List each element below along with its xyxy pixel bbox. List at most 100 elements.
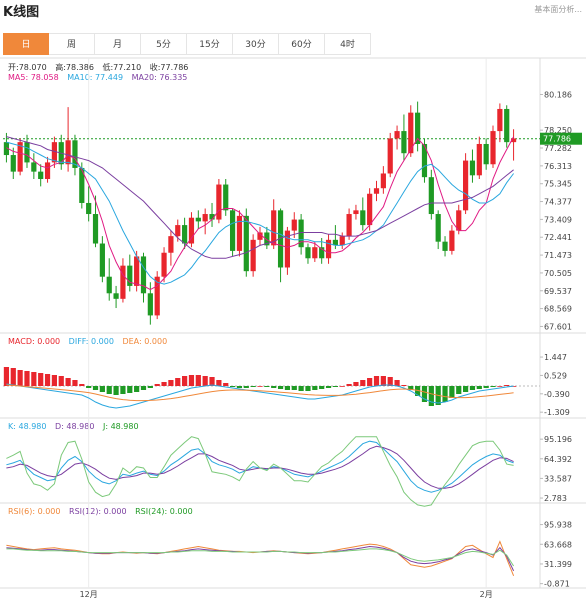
candle-body [415, 112, 421, 144]
macd-bar [209, 377, 215, 386]
macd-bar [168, 380, 174, 386]
macd-bar [44, 374, 51, 386]
candle-body [140, 256, 147, 294]
macd-bar [113, 386, 119, 395]
macd-bar [373, 376, 380, 386]
macd-bar [24, 371, 30, 386]
candle-body [154, 276, 160, 316]
candle-body [168, 236, 174, 253]
candle-body [476, 143, 482, 176]
candle-body [298, 219, 304, 248]
rsi24-line [6, 548, 515, 567]
macd-bar [504, 385, 510, 386]
open-value: 开:78.070 [8, 63, 47, 72]
macd-bar [449, 386, 455, 398]
ma20-line [6, 136, 514, 259]
macd-bar [134, 386, 140, 392]
kdj-d-line [6, 445, 514, 489]
kdj-y-tick-label: 2.783 [544, 494, 567, 503]
candle-body [380, 173, 386, 189]
rsi-y-tick-label: 95.938 [544, 521, 572, 530]
macd-bar [17, 370, 23, 386]
macd-bar [58, 376, 64, 386]
header-note[interactable]: 基本面分析... [534, 5, 582, 14]
tab-week[interactable]: 周 [49, 33, 95, 55]
ma10-value: MA10: 77.449 [67, 73, 124, 82]
macd-bar [106, 386, 112, 394]
macd-bar [360, 380, 366, 386]
macd-bar [202, 376, 208, 386]
price-y-tick-label: 74.377 [544, 198, 572, 207]
candle-body [147, 293, 153, 316]
rsi6-value: RSI(6): 0.000 [8, 507, 61, 516]
candle-body [3, 142, 10, 156]
ohlc-info: 开:78.070 高:78.386 低:77.210 收:77.786 [8, 62, 194, 73]
candle-body [277, 210, 284, 268]
macd-bar [10, 368, 16, 386]
candle-body [373, 188, 380, 194]
macd-bar [72, 380, 78, 386]
candle-body [72, 140, 78, 168]
macd-bar [243, 386, 249, 388]
kdj-j-line [6, 436, 514, 507]
macd-bar [3, 367, 10, 386]
macd-dea-line [6, 384, 514, 402]
candle-body [24, 142, 30, 163]
candle-body [175, 225, 181, 237]
macd-bar [65, 378, 71, 386]
tab-day[interactable]: 日 [3, 33, 49, 55]
x-tick-label: 2月 [480, 590, 493, 599]
macd-y-tick-label: -1.309 [544, 408, 570, 417]
candle-body [463, 160, 469, 211]
tab-15min[interactable]: 15分 [187, 33, 233, 55]
macd-bar [298, 386, 304, 391]
candle-body [99, 243, 105, 277]
candle-body [291, 219, 297, 231]
candle-body [17, 142, 23, 172]
period-tabs: 日 周 月 5分 15分 30分 60分 4时 [3, 33, 371, 55]
macd-bar [175, 378, 181, 386]
d-value: D: 48.980 [55, 422, 95, 431]
candle-body [421, 143, 428, 178]
tab-4hour[interactable]: 4时 [325, 33, 371, 55]
ma5-line [6, 136, 515, 291]
rsi-y-tick-label: 63.668 [544, 540, 572, 549]
tab-60min[interactable]: 60分 [279, 33, 325, 55]
macd-bar [229, 386, 236, 387]
current-price-label: 77.786 [543, 135, 571, 144]
ma20-value: MA20: 76.335 [131, 73, 188, 82]
macd-bar [223, 383, 229, 386]
candle-body [271, 210, 277, 246]
candle-body [120, 265, 126, 299]
candle-body [367, 193, 373, 226]
j-value: J: 48.980 [102, 422, 139, 431]
candle-body [360, 210, 366, 226]
candle-body [312, 247, 318, 259]
tab-5min[interactable]: 5分 [141, 33, 187, 55]
candle-body [490, 131, 496, 165]
price-y-tick-label: 75.345 [544, 180, 572, 189]
ma-info: MA5: 78.058 MA10: 77.449 MA20: 76.335 [8, 73, 193, 82]
candle-body [257, 232, 263, 240]
macd-bar [277, 386, 284, 389]
macd-bar [428, 386, 434, 406]
macd-bar [188, 375, 195, 386]
page-title: K线图 [3, 5, 40, 20]
macd-bar [147, 386, 153, 388]
macd-bar [195, 375, 201, 386]
tab-month[interactable]: 月 [95, 33, 141, 55]
macd-bar [291, 386, 297, 390]
macd-bar [415, 386, 421, 396]
kdj-y-tick-label: 95.196 [544, 435, 572, 444]
dea-value: DEA: 0.000 [122, 337, 168, 346]
candle-body [223, 184, 229, 211]
candle-body [86, 202, 92, 215]
candle-body [161, 252, 167, 277]
candle-body [195, 217, 201, 222]
tab-30min[interactable]: 30分 [233, 33, 279, 55]
macd-bar [421, 386, 428, 402]
macd-bar [161, 382, 167, 386]
candle-body [216, 184, 222, 220]
candle-body [449, 230, 455, 251]
